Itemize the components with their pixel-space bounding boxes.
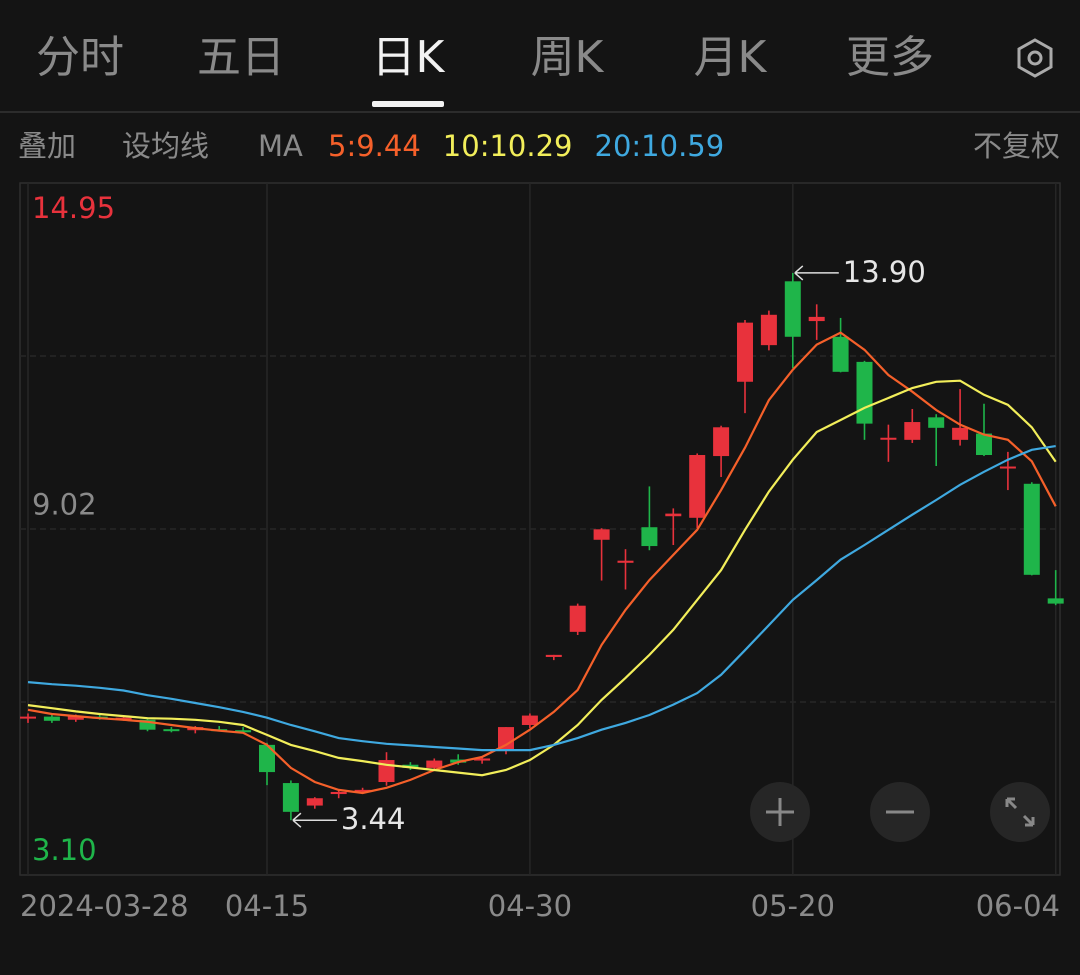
fullscreen-button[interactable] — [990, 782, 1050, 842]
candle-body — [354, 789, 371, 792]
candle-body — [43, 716, 60, 721]
candle-body — [282, 783, 299, 812]
annotation-label: 13.90 — [843, 255, 926, 289]
candle-body — [139, 719, 156, 730]
ma-legend: 10:10.29 — [443, 129, 573, 163]
ma-line — [27, 331, 1057, 795]
tab-bar: 分时 五日 日K 周K 月K 更多 — [36, 32, 934, 107]
candle-body — [904, 422, 921, 440]
tab[interactable]: 五日 — [197, 32, 285, 83]
ma-legend: 20:10.59 — [595, 129, 725, 163]
x-tick-label: 2024-03-28 — [20, 889, 189, 923]
x-tick-label: 04-30 — [488, 889, 572, 923]
tab-underline — [372, 101, 444, 107]
y-tick-label: 9.02 — [32, 487, 97, 521]
candle-body — [952, 427, 969, 440]
candle-body — [999, 466, 1016, 469]
tab[interactable]: 日K — [372, 32, 446, 83]
candle-body — [521, 715, 538, 725]
candle-body — [760, 314, 777, 346]
annotation-arrow — [292, 812, 337, 828]
candle-body — [880, 437, 897, 440]
candle-body — [737, 322, 753, 382]
candle-body — [856, 361, 873, 424]
overlay-button[interactable]: 叠加 — [18, 129, 76, 163]
tab[interactable]: 更多 — [846, 32, 934, 83]
candle-body — [617, 560, 634, 563]
candle-body — [1047, 598, 1064, 604]
set-ma-button[interactable]: 设均线 — [122, 129, 209, 163]
candle-body — [593, 529, 610, 540]
candle-body — [498, 727, 514, 751]
candle-body — [115, 717, 132, 720]
candle-body — [20, 716, 36, 719]
settings-icon[interactable] — [1017, 38, 1053, 78]
x-tick-label: 04-15 — [225, 889, 309, 923]
x-tick-label: 05-20 — [751, 889, 835, 923]
zoom-out-button[interactable] — [870, 782, 930, 842]
candle-body — [713, 427, 730, 457]
zoom-in-button[interactable] — [750, 782, 810, 842]
tab[interactable]: 分时 — [36, 32, 124, 83]
candle-body — [1023, 483, 1040, 575]
tab[interactable]: 周K — [531, 32, 605, 83]
candle-body — [163, 729, 180, 732]
candle-body — [665, 513, 682, 517]
candle-body — [474, 758, 491, 761]
candle-body — [545, 654, 562, 657]
candle-body — [976, 433, 992, 456]
x-tick-label: 06-04 — [976, 889, 1060, 923]
ma-line — [27, 379, 1057, 777]
y-tick-label: 3.10 — [32, 833, 97, 867]
tab[interactable]: 月K — [694, 32, 768, 83]
plot: 14.95 9.02 3.10 13.90 3.44 — [20, 183, 1064, 875]
candle-body — [928, 417, 945, 428]
candle-body — [808, 316, 825, 322]
y-tick-label: 14.95 — [32, 191, 115, 225]
candle-body — [306, 798, 323, 806]
candle-body — [235, 730, 252, 733]
ma-label: MA — [258, 129, 303, 163]
candle-body — [67, 716, 84, 720]
candle-body — [784, 281, 801, 337]
annotation-arrow — [794, 265, 839, 281]
candle-body — [569, 605, 586, 632]
candle-body — [259, 744, 275, 773]
ma-line — [27, 445, 1056, 752]
adjust-button[interactable]: 不复权 — [973, 129, 1060, 163]
candle-body — [832, 336, 849, 372]
candle-body — [641, 527, 658, 547]
candle-body — [330, 791, 347, 795]
annotation-label: 3.44 — [341, 802, 406, 836]
candle-body — [689, 455, 706, 518]
ma-legend: 5:9.44 — [328, 129, 421, 163]
candle-body — [426, 760, 443, 768]
